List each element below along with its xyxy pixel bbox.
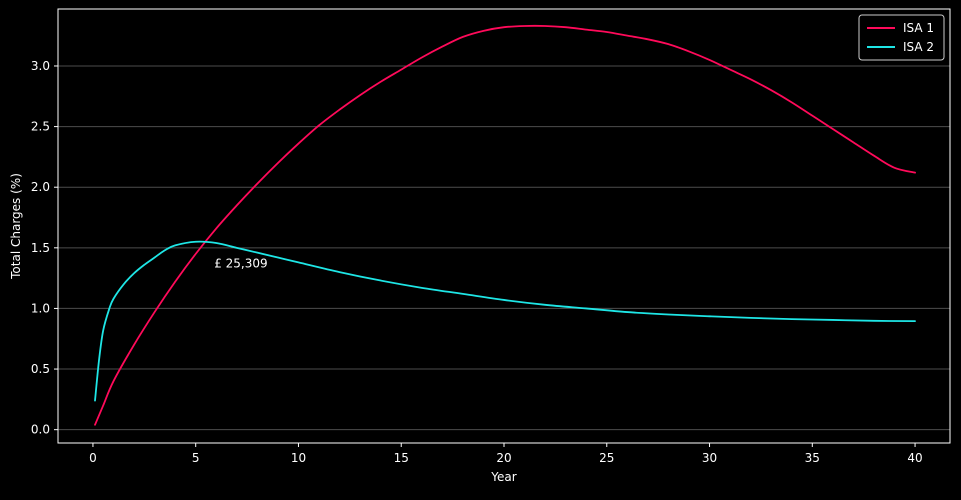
y-axis-ticks: 0.0 0.5 1.0 1.5 2.0 2.5 3.0 xyxy=(31,59,58,437)
x-tick-label: 20 xyxy=(496,451,511,465)
x-tick-label: 15 xyxy=(394,451,409,465)
series-lines xyxy=(94,24,916,426)
legend-box xyxy=(858,14,945,61)
x-axis-label: Year xyxy=(490,470,516,484)
y-tick-label: 0.0 xyxy=(31,423,50,437)
x-tick-label: 25 xyxy=(599,451,614,465)
x-tick-label: 0 xyxy=(89,451,97,465)
x-tick-label: 10 xyxy=(291,451,306,465)
x-axis-ticks: 0 5 10 15 20 25 30 35 40 xyxy=(89,443,923,465)
y-tick-label: 2.5 xyxy=(31,120,50,134)
series-line-1 xyxy=(94,24,916,426)
x-tick-label: 40 xyxy=(907,451,922,465)
legend-label-isa-1: ISA 1 xyxy=(903,21,934,35)
y-tick-label: 3.0 xyxy=(31,59,50,73)
y-tick-label: 2.0 xyxy=(31,180,50,194)
y-axis-label: Total Charges (%) xyxy=(9,173,23,280)
x-tick-label: 35 xyxy=(805,451,820,465)
x-tick-label: 5 xyxy=(192,451,200,465)
y-tick-label: 1.5 xyxy=(31,241,50,255)
x-tick-label: 30 xyxy=(702,451,717,465)
y-tick-label: 0.5 xyxy=(31,362,50,376)
legend-label-isa-2: ISA 2 xyxy=(903,40,934,54)
legend: ISA 1 ISA 2 xyxy=(858,14,945,61)
y-tick-label: 1.0 xyxy=(31,301,50,315)
annotation-label: £ 25,309 xyxy=(214,257,267,271)
grid xyxy=(58,65,950,431)
series-line-2 xyxy=(94,240,916,402)
plot-frame xyxy=(57,8,951,444)
